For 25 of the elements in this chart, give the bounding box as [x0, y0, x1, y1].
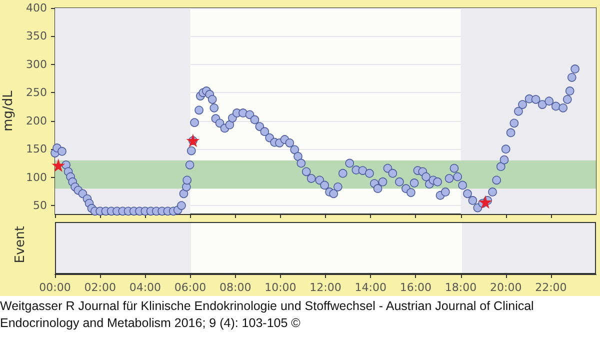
x-tick-label: 08:00 [219, 281, 252, 294]
text: Weitgasser R Journal für Klinische Endokrinologie und Stoffwechsel - Austrian Journal of Clinical Endocrinology and Metabolism 2016; 9 (4): 103-105 © [0, 298, 535, 332]
y-tick-label: 100 [26, 170, 47, 184]
y-tick-label: 200 [26, 114, 47, 128]
y-tick-label: 350 [26, 30, 47, 43]
x-tick-label: 16:00 [400, 281, 432, 294]
x-tick-label: 10:00 [264, 281, 296, 294]
y-axis-title: mg/dL [1, 90, 16, 132]
x-tick-label: 18:00 [444, 281, 477, 294]
x-tick-label: 20:00 [490, 281, 522, 294]
x-tick-label: 00:00 [39, 281, 71, 294]
y-tick-label: 300 [26, 58, 47, 71]
y-tick-label: 50 [33, 199, 47, 212]
x-tick-label: 02:00 [84, 281, 116, 294]
x-tick-label: 12:00 [310, 281, 342, 294]
y-tick-label: 400 [26, 2, 47, 14]
x-tick-label: 22:00 [535, 281, 567, 294]
point [52, 160, 64, 172]
y-tick-label: 250 [26, 86, 47, 100]
point [479, 196, 492, 208]
x-tick-label: 04:00 [129, 281, 162, 294]
y-tick-label: 150 [26, 142, 47, 156]
x-tick-label: 14:00 [354, 281, 386, 294]
x-tick-label: 06:00 [174, 281, 206, 294]
text: Event [13, 226, 28, 264]
